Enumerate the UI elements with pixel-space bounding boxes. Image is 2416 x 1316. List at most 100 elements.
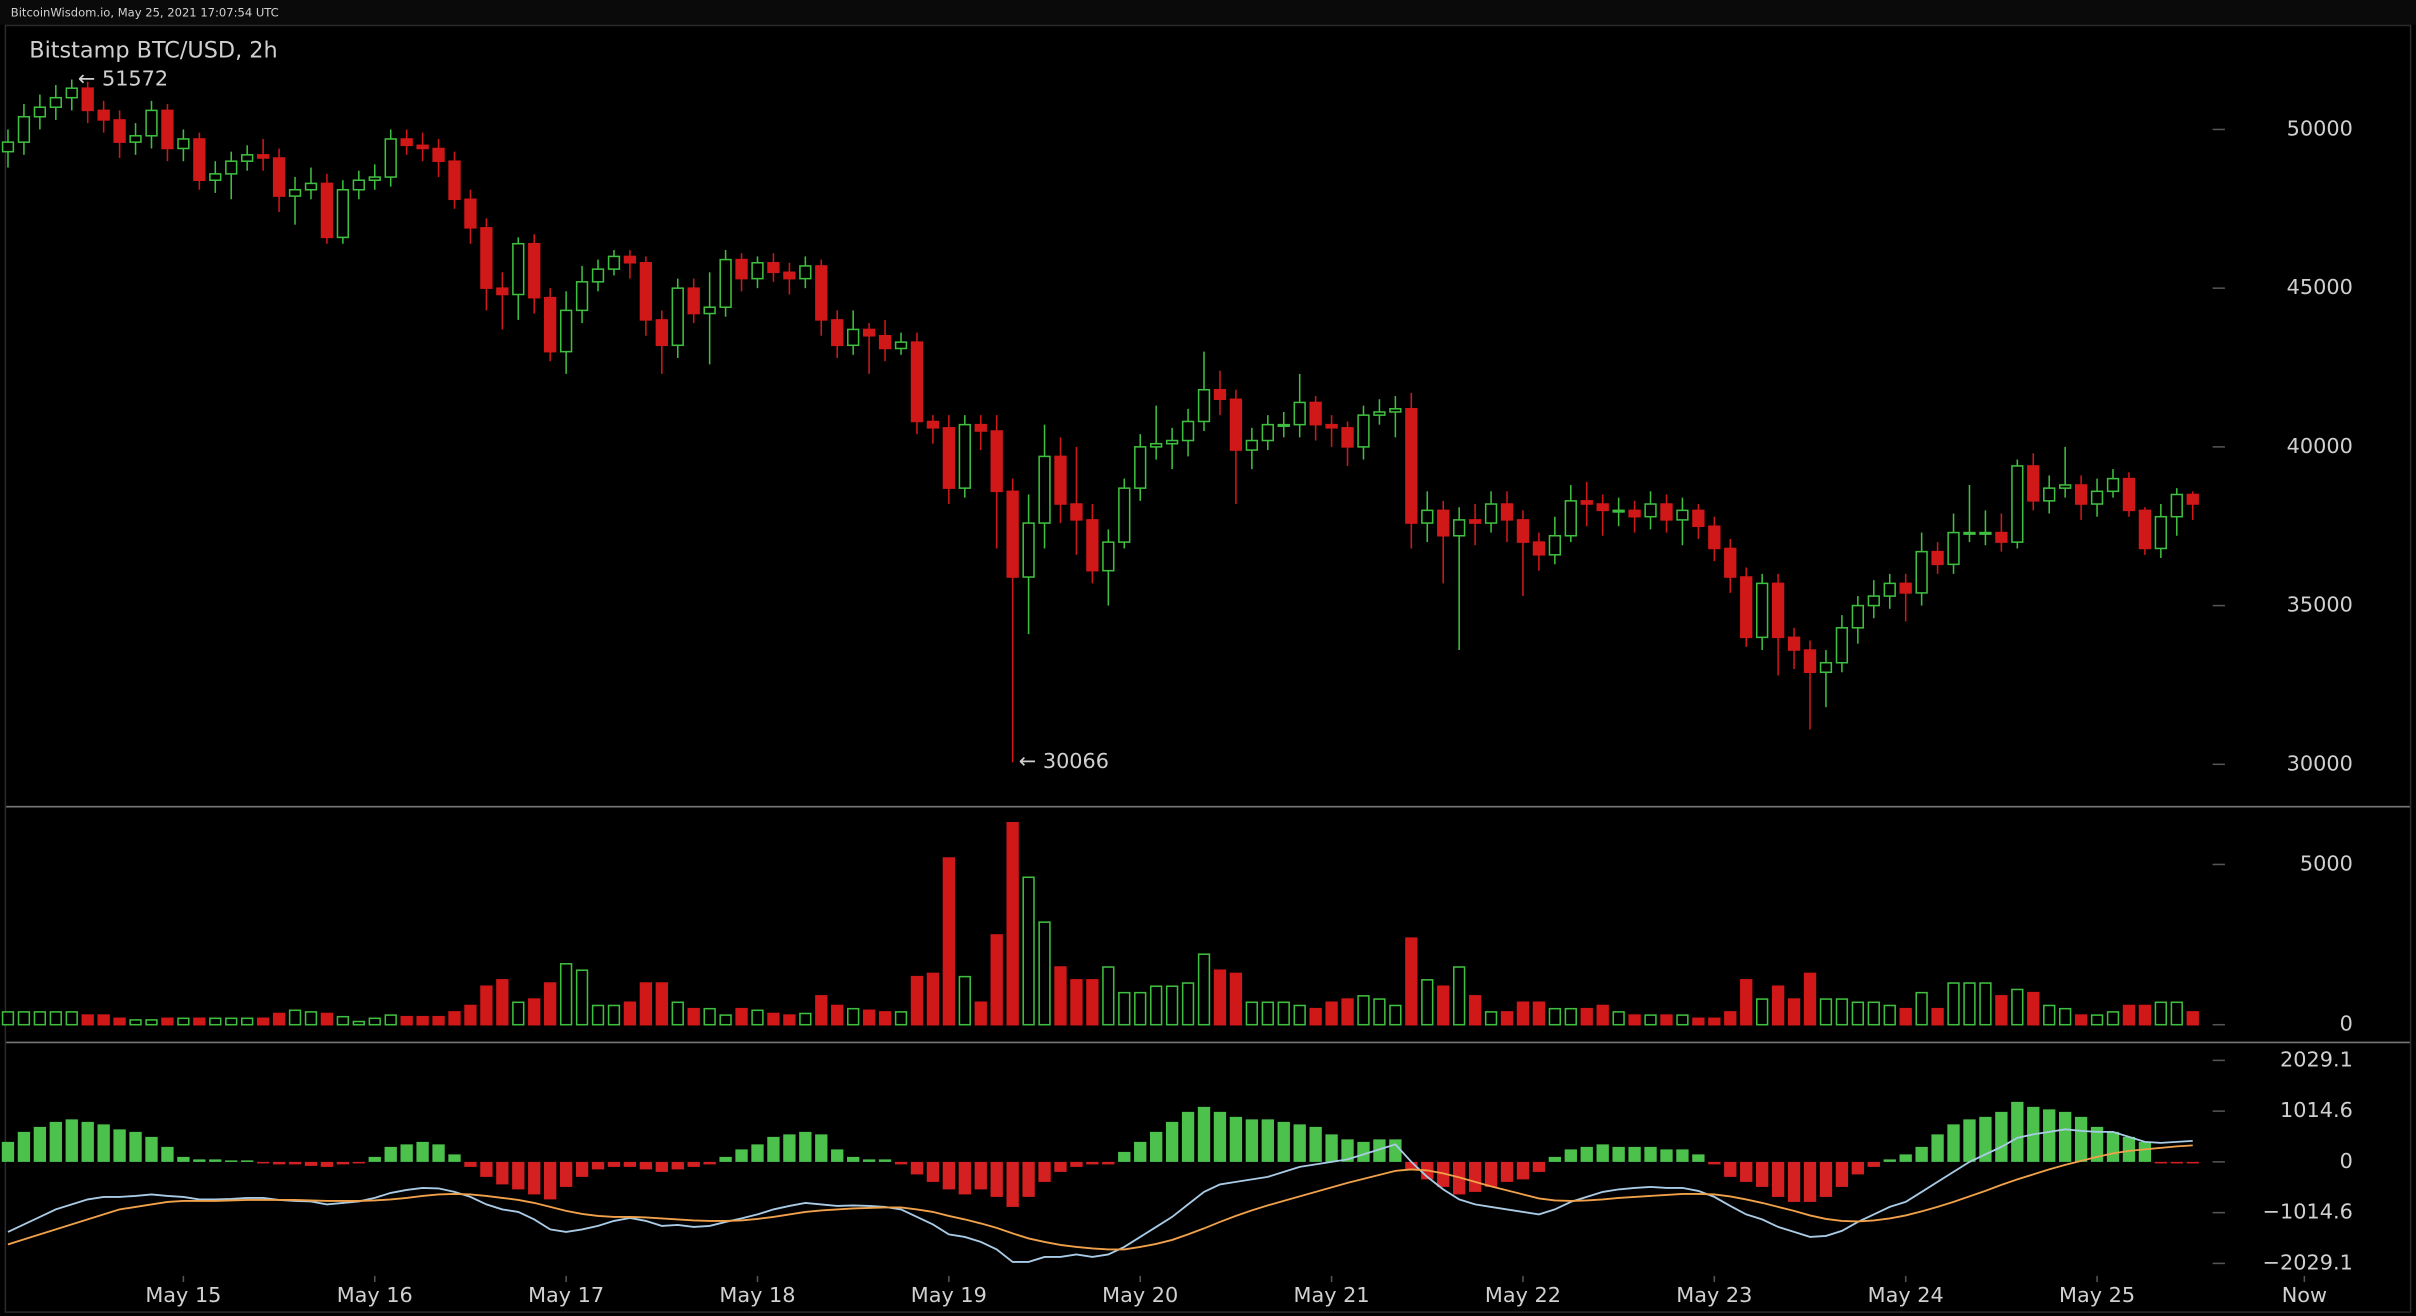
macd-histogram-bar bbox=[639, 1161, 653, 1170]
volume-bar bbox=[209, 1017, 222, 1026]
candle-body bbox=[1453, 519, 1466, 537]
macd-histogram-bar bbox=[528, 1161, 541, 1195]
macd-histogram-bar bbox=[1883, 1159, 1896, 1162]
candle-body bbox=[1118, 487, 1131, 543]
volume-bar bbox=[97, 1014, 110, 1026]
candle-body bbox=[1309, 401, 1322, 426]
volume-bar bbox=[225, 1017, 238, 1026]
macd-histogram-bar bbox=[1612, 1146, 1625, 1162]
macd-histogram-bar bbox=[544, 1161, 557, 1200]
candle-body bbox=[639, 261, 653, 321]
candle-body bbox=[1086, 519, 1099, 572]
macd-histogram-bar bbox=[464, 1161, 477, 1167]
candle-body bbox=[1899, 582, 1912, 594]
candle-body bbox=[1150, 442, 1163, 448]
macd-histogram-bar bbox=[1054, 1161, 1067, 1172]
candle-body bbox=[990, 430, 1003, 493]
macd-histogram-bar bbox=[1708, 1161, 1721, 1165]
volume-bar bbox=[1054, 966, 1067, 1026]
volume-bar bbox=[448, 1011, 461, 1026]
candle-body bbox=[416, 144, 429, 150]
x-tick-label: May 23 bbox=[1676, 1283, 1752, 1307]
macd-line bbox=[7, 1144, 2193, 1251]
candle-body bbox=[1070, 503, 1083, 521]
macd-histogram-bar bbox=[225, 1160, 238, 1162]
volume-bar bbox=[1724, 1011, 1737, 1026]
candle-body bbox=[1612, 509, 1625, 513]
volume-bar bbox=[336, 1015, 350, 1026]
macd-histogram-bar bbox=[1261, 1119, 1274, 1162]
candle-body bbox=[1548, 534, 1562, 556]
candle-body bbox=[177, 138, 190, 150]
volume-bar bbox=[416, 1015, 429, 1026]
macd-histogram-bar bbox=[1309, 1126, 1322, 1162]
macd-histogram-bar bbox=[1484, 1161, 1498, 1187]
macd-histogram-bar bbox=[400, 1144, 413, 1162]
candle-body bbox=[942, 427, 956, 489]
x-tick-label: May 15 bbox=[145, 1283, 221, 1307]
candle-body bbox=[2154, 515, 2168, 550]
candle-body bbox=[1740, 576, 1753, 639]
volume-bar bbox=[1453, 966, 1466, 1026]
candle-body bbox=[1022, 522, 1035, 578]
frame bbox=[4, 24, 2412, 1313]
volume-bar bbox=[990, 934, 1003, 1026]
candle-body bbox=[544, 296, 557, 353]
macd-histogram-bar bbox=[1405, 1161, 1418, 1170]
macd-histogram-bar bbox=[687, 1161, 700, 1167]
x-tick-label: May 16 bbox=[337, 1283, 413, 1307]
volume-bar bbox=[1309, 1007, 1322, 1026]
macd-histogram-bar bbox=[1373, 1139, 1386, 1162]
candle-body bbox=[1819, 661, 1833, 674]
volume-bar bbox=[177, 1017, 190, 1026]
candle-body bbox=[1708, 525, 1721, 550]
volume-bar bbox=[1197, 953, 1211, 1026]
volume-bar bbox=[1229, 972, 1243, 1026]
candle-body bbox=[1516, 519, 1530, 543]
macd-histogram-bar bbox=[1995, 1111, 2008, 1162]
candle-body bbox=[1835, 627, 1849, 664]
volume-bar bbox=[1771, 985, 1785, 1026]
macd-histogram-bar bbox=[97, 1124, 110, 1162]
volume-bar bbox=[1086, 979, 1099, 1026]
volume-bar bbox=[33, 1011, 47, 1026]
candle-body bbox=[1006, 490, 1019, 578]
candle-body bbox=[129, 135, 142, 143]
candle-body bbox=[1054, 455, 1067, 505]
volume-bar bbox=[815, 995, 828, 1026]
macd-histogram-bar bbox=[847, 1156, 860, 1162]
macd-histogram-bar bbox=[256, 1161, 270, 1164]
candle-body bbox=[33, 106, 47, 118]
macd-histogram-bar bbox=[1293, 1124, 1306, 1162]
volume-bar bbox=[1006, 822, 1019, 1026]
macd-histogram-bar bbox=[767, 1136, 780, 1162]
candle-body bbox=[2170, 493, 2183, 518]
volume-bar bbox=[1612, 1011, 1625, 1026]
macd-histogram-bar bbox=[671, 1161, 684, 1170]
volume-bar bbox=[1102, 966, 1115, 1026]
candle-body bbox=[496, 287, 509, 296]
volume-bar bbox=[926, 972, 940, 1026]
macd-histogram-bar bbox=[1819, 1161, 1833, 1197]
volume-bar bbox=[352, 1020, 365, 1026]
candle-body bbox=[464, 198, 477, 229]
macd-histogram-bar bbox=[193, 1159, 206, 1162]
volume-bar bbox=[719, 1014, 732, 1026]
macd-histogram-bar bbox=[1676, 1149, 1689, 1162]
volume-bar bbox=[655, 982, 668, 1026]
candle-body bbox=[2011, 465, 2024, 543]
macd-histogram-bar bbox=[2138, 1141, 2152, 1162]
macd-histogram-bar bbox=[1006, 1161, 1019, 1207]
chart-title: Bitstamp BTC/USD, 2h bbox=[29, 37, 277, 63]
macd-histogram-bar bbox=[304, 1161, 318, 1166]
candle-body bbox=[2186, 493, 2199, 505]
candle-body bbox=[1102, 541, 1115, 572]
volume-bar bbox=[1293, 1004, 1306, 1026]
volume-bar bbox=[113, 1017, 126, 1026]
volume-bar bbox=[2011, 988, 2024, 1026]
macd-histogram-bar bbox=[2154, 1161, 2168, 1164]
candle-body bbox=[1580, 500, 1593, 505]
macd-histogram-bar bbox=[368, 1156, 381, 1162]
volume-bar bbox=[1644, 1014, 1657, 1026]
macd-histogram-bar bbox=[942, 1161, 956, 1190]
